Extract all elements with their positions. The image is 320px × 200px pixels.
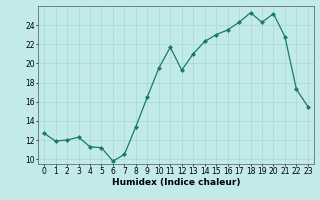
X-axis label: Humidex (Indice chaleur): Humidex (Indice chaleur) [112,178,240,187]
